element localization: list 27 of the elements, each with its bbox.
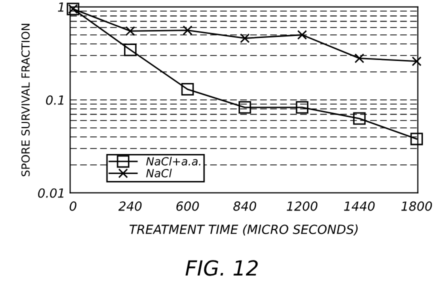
x-tick-label: 600 <box>176 201 199 211</box>
point <box>412 56 422 66</box>
x-axis-title: TREATMENT TIME (MICRO SECONDS) <box>130 224 358 236</box>
x-tick-label: 1800 <box>401 201 432 211</box>
y-tick-label: 1 <box>58 2 64 12</box>
x-tick-label: 240 <box>118 201 142 211</box>
legend-label: NaCl+a.a. <box>146 156 200 166</box>
x-tick-label: 1200 <box>286 201 318 211</box>
caption: FIG. 12 <box>186 260 258 276</box>
point <box>125 26 136 36</box>
point <box>354 53 364 64</box>
point <box>238 101 252 114</box>
point <box>124 44 137 56</box>
point <box>296 101 308 114</box>
point <box>353 112 366 125</box>
legend-label: NaCl <box>146 168 172 178</box>
y-axis-title: SPORE SURVIVAL FRACTION <box>21 24 30 176</box>
point <box>410 132 423 146</box>
y-tick-label: 0.1 <box>46 95 64 105</box>
x-tick-label: 0 <box>70 201 76 211</box>
point <box>181 83 194 96</box>
point <box>240 33 250 44</box>
x-tick-label: 840 <box>233 201 256 211</box>
point <box>182 25 192 36</box>
y-tick-label: 0.01 <box>38 188 64 198</box>
point <box>297 30 307 40</box>
x-tick-label: 1440 <box>344 201 375 211</box>
